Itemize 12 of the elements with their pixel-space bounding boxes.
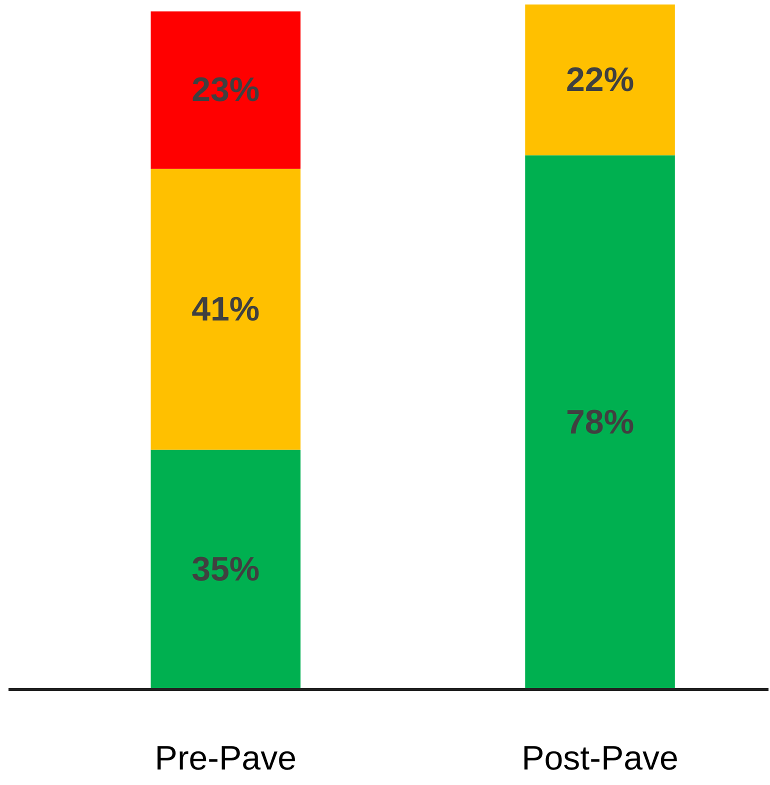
bar (150, 450, 301, 690)
data-label: 41% (192, 290, 260, 328)
data-label: 78% (566, 403, 634, 442)
bar (525, 155, 675, 690)
bar (150, 11, 301, 169)
data-label: 23% (192, 71, 260, 110)
data-label: 22% (566, 60, 634, 99)
x-tick-label: Post-Pave (522, 740, 678, 778)
bar (525, 4, 675, 156)
x-tick-label: Pre-Pave (154, 740, 297, 778)
bar (150, 168, 301, 450)
data-label: 35% (192, 550, 260, 589)
